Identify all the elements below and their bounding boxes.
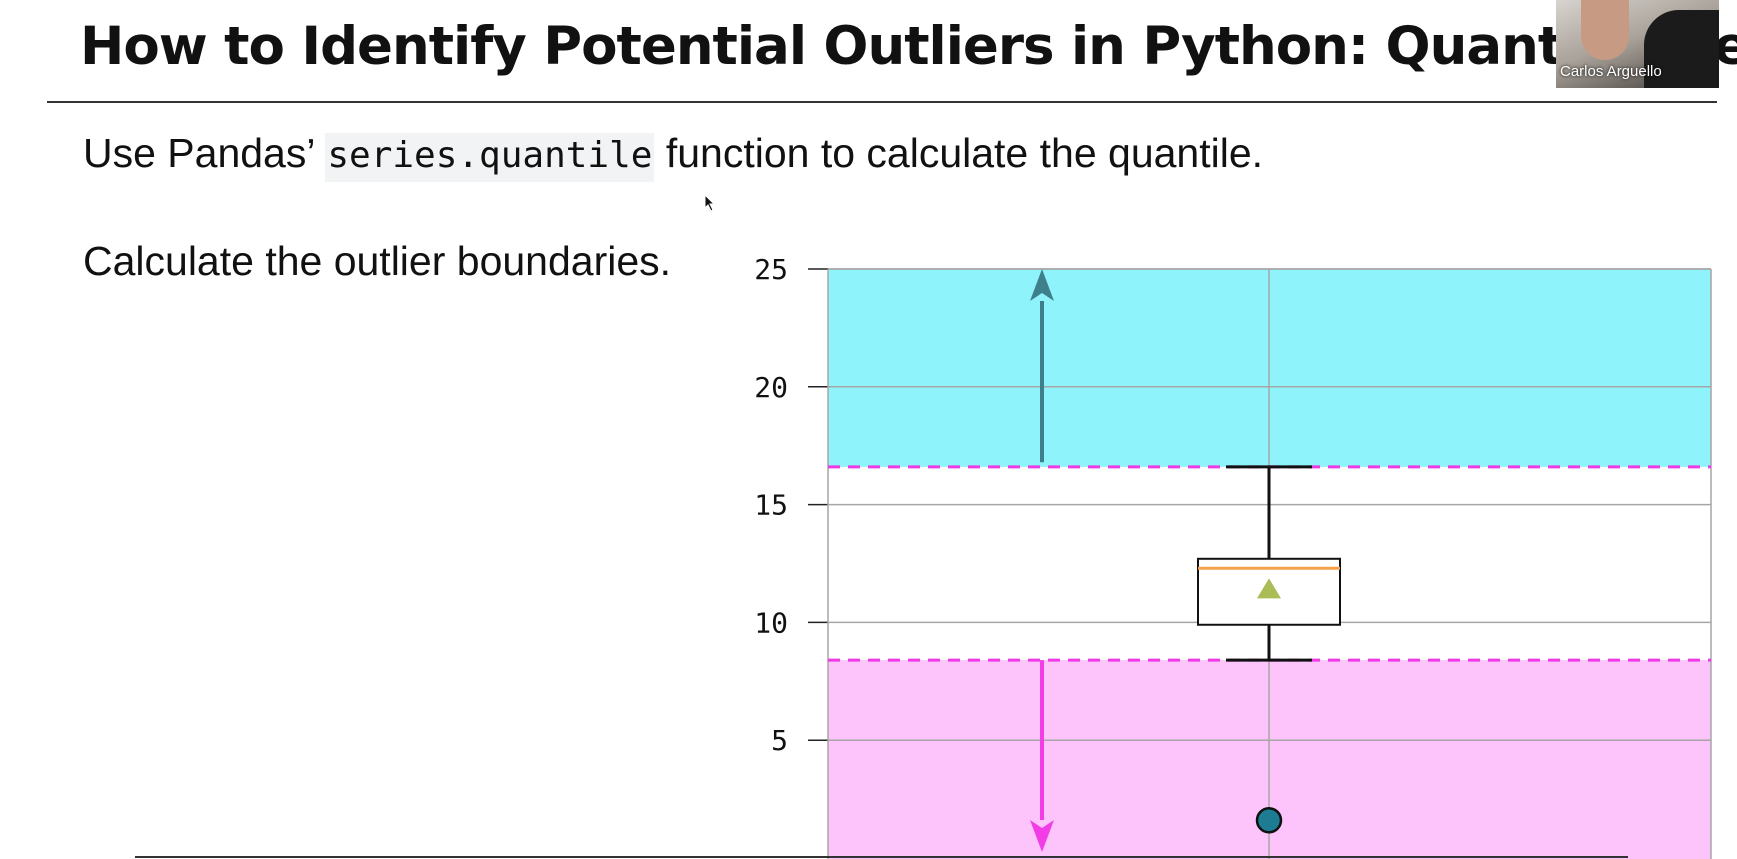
instruction-line-boundaries: Calculate the outlier boundaries.	[83, 238, 672, 284]
y-tick-label-15: 15	[754, 489, 788, 522]
instruction-line-quantile: Use Pandas’ series.quantile function to …	[83, 130, 1264, 182]
presenter-shirt	[1644, 10, 1719, 88]
y-tick-label-25: 25	[754, 253, 788, 286]
title-divider	[47, 101, 1717, 103]
webcam-name-label: Carlos Arguello	[1560, 63, 1662, 80]
slide-title: How to Identify Potential Outliers in Py…	[80, 16, 1737, 77]
webcam-video: Carlos Arguello	[1556, 0, 1719, 88]
arrow-up-head	[1030, 269, 1054, 301]
code-snippet: series.quantile	[325, 133, 655, 182]
presenter-face	[1581, 0, 1629, 60]
bottom-divider	[135, 856, 1628, 858]
y-tick-label-5: 5	[771, 724, 788, 757]
mouse-pointer-icon	[704, 194, 716, 212]
instruction-prefix: Use Pandas’	[83, 130, 326, 176]
outlier-point-0	[1255, 807, 1283, 834]
instruction-suffix: function to calculate the quantile.	[654, 130, 1264, 176]
mean-marker	[1257, 578, 1281, 599]
y-tick-label-10: 10	[754, 606, 788, 639]
y-tick-label-20: 20	[754, 371, 788, 404]
arrow-down-head	[1030, 820, 1054, 852]
